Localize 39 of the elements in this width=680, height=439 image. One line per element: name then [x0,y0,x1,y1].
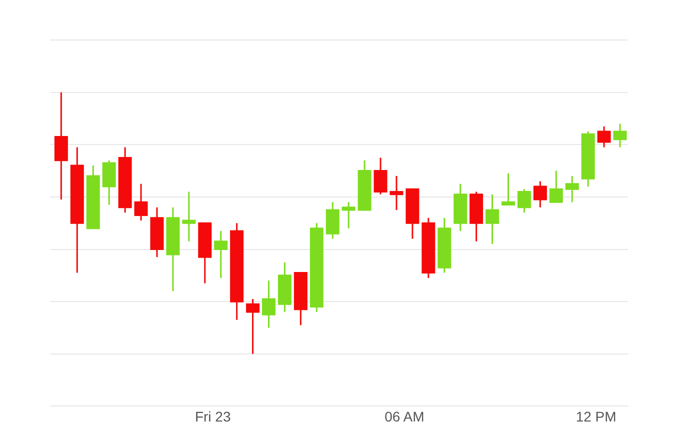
candlestick [118,146,132,214]
candlestick [230,222,244,321]
candlestick [150,206,164,258]
candlestick [374,156,388,196]
candlestick [486,194,500,245]
candlestick [246,298,260,355]
candlestick [438,217,452,274]
candlestick [310,222,324,313]
candlestick [342,201,356,230]
candlestick [406,188,420,240]
candlestick [86,164,100,230]
candlestick [182,190,196,242]
candlestick [597,126,611,148]
candlestick [134,183,148,222]
candlestick [502,172,515,206]
x-tick-label: 06 AM [384,408,424,424]
candlestick [278,262,292,313]
x-tick-label: 12 PM [576,408,616,424]
x-tick-label: Fri 23 [194,408,231,424]
candlestick [166,206,180,292]
candlestick [549,170,563,203]
candlestick [422,217,436,279]
candlestick [565,175,579,203]
candlestick [454,183,468,232]
candlestick [54,92,68,200]
candlestick [613,122,627,148]
candlestick [102,160,116,206]
candlestick [358,160,372,211]
candlestick [326,201,340,240]
candlestick [581,130,595,188]
candlestick [533,180,547,208]
candlestick [470,190,484,242]
candlestick [517,188,531,214]
candlestick [390,175,404,211]
candlestick [70,146,84,274]
candlestick [294,272,308,326]
candlestick [198,222,212,284]
candlestick [214,230,228,279]
candlestick [262,280,276,328]
